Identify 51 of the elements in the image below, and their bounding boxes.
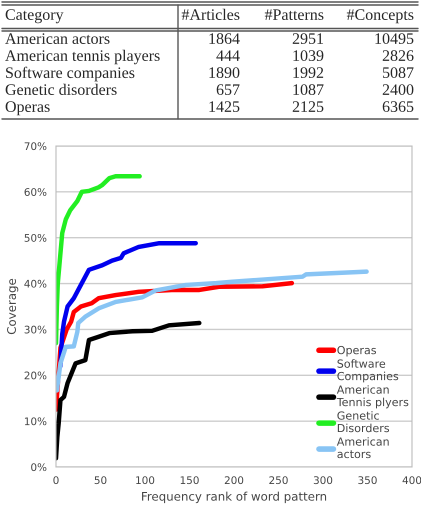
text: Operas xyxy=(6,101,50,116)
text: American actors xyxy=(5,33,110,44)
text: 657 xyxy=(216,84,240,95)
x-tick-label: 150 xyxy=(180,476,199,484)
y-tick-label: 50% xyxy=(24,234,46,242)
y-tick-label: 10% xyxy=(24,417,46,426)
y-tick-label: 0% xyxy=(31,463,46,472)
text: 2125 xyxy=(292,101,324,112)
x-tick-label: 300 xyxy=(314,476,332,484)
y-tick-label: 20% xyxy=(24,372,46,380)
x-tick-label: 350 xyxy=(358,476,377,484)
text: 5087 xyxy=(382,67,414,78)
text: 2400 xyxy=(382,84,414,95)
category-label: Category xyxy=(6,9,64,24)
x-tick-label: 0 xyxy=(53,476,59,484)
text: 1087 xyxy=(293,84,324,95)
text: 2826 xyxy=(382,50,414,61)
text: Genetic disorders xyxy=(6,84,117,95)
line-series xyxy=(56,320,202,461)
category-label: #Concepts xyxy=(346,9,414,24)
x-axis-title: Frequency rank of word pattern xyxy=(142,492,326,504)
x-tick-label: 250 xyxy=(269,476,288,484)
x-tick-label: 50 xyxy=(94,476,106,484)
text: American tennis players xyxy=(5,50,160,64)
text: 1890 xyxy=(209,67,240,78)
text: 2951 xyxy=(292,33,324,44)
text: 1425 xyxy=(209,101,240,112)
y-tick-label: 40% xyxy=(24,280,46,288)
y-tick-label: 30% xyxy=(24,326,46,334)
text: 10495 xyxy=(375,33,414,44)
text: Software companies xyxy=(6,66,134,82)
text: 6365 xyxy=(382,101,414,112)
text: 1864 xyxy=(209,33,240,44)
y-axis-title: Coverage xyxy=(7,278,18,334)
line-series xyxy=(56,174,142,346)
line-series xyxy=(58,240,198,368)
category-label: #Articles xyxy=(182,8,240,20)
x-tick-label: 400 xyxy=(402,476,421,484)
x-tick-label: 200 xyxy=(224,476,244,484)
y-tick-label: 70% xyxy=(24,142,46,150)
legend-label: American Tennis plyers xyxy=(336,385,408,408)
x-tick-label: 100 xyxy=(136,476,154,484)
text: 444 xyxy=(216,50,240,61)
text: 1039 xyxy=(293,50,324,61)
legend-label: American actors xyxy=(336,437,389,458)
category-label: #Patterns xyxy=(264,9,324,20)
y-tick-label: 60% xyxy=(24,188,46,196)
legend-label: Genetic Disorders xyxy=(337,411,390,432)
legend-label: Software Companies xyxy=(337,359,398,382)
text: 1992 xyxy=(293,67,324,78)
legend-label: Operas xyxy=(337,346,376,356)
